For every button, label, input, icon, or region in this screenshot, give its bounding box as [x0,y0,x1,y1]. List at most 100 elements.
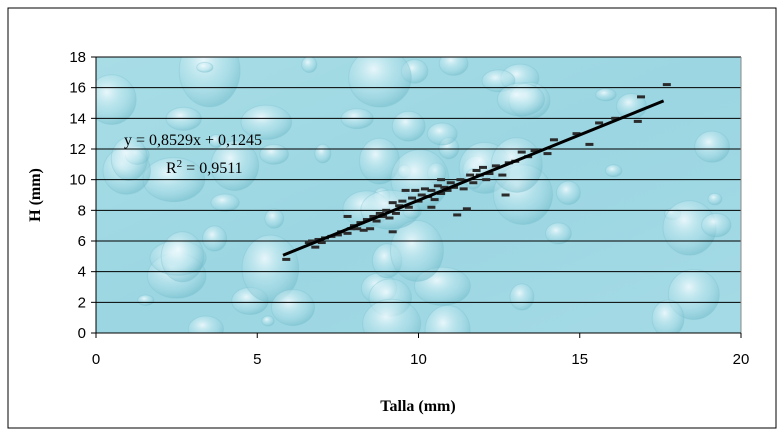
data-point [517,150,526,154]
y-tick-label: 8 [78,202,86,219]
y-tick-label: 10 [69,172,86,189]
data-point [385,216,394,220]
water-drop [694,130,730,163]
trendline [282,99,665,257]
water-drop [314,143,332,164]
data-point [420,187,429,191]
water-drop [481,69,516,93]
y-tick-label: 2 [78,294,86,311]
data-point [343,231,352,235]
water-drop [160,231,205,283]
water-drop [391,110,426,142]
x-tick-label: 0 [92,351,100,368]
data-point [359,228,368,232]
data-point [369,214,378,218]
water-drop [202,225,228,252]
y-axis-title: H (mm) [27,168,44,222]
water-drop [667,268,720,320]
data-point [595,121,604,125]
data-point [411,188,420,192]
data-point [491,164,500,168]
water-drop [438,57,469,76]
data-point [427,188,436,192]
data-point [585,142,594,146]
water-drop [178,57,241,108]
water-drop [210,140,260,191]
water-drop [390,220,444,282]
x-tick-label: 15 [571,351,588,368]
data-point [408,196,417,200]
data-point [498,173,507,177]
water-drop [509,283,535,311]
data-point [427,205,436,209]
water-drop [496,82,546,117]
data-point [501,193,510,197]
x-axis-title: Talla (mm) [380,398,455,415]
data-point [469,181,478,185]
data-point [549,138,558,142]
data-point [472,168,481,172]
data-point [543,152,552,156]
water-drop [490,137,543,193]
data-point [401,188,410,192]
y-tick-label: 18 [69,49,86,66]
data-point [482,178,491,182]
data-point [437,178,446,182]
data-point [379,214,388,218]
data-point [466,173,475,177]
data-point [395,204,404,208]
water-drop [259,143,289,165]
water-drop [301,57,318,74]
water-drop [240,104,293,141]
data-point [459,187,468,191]
water-drop [208,133,224,148]
x-tick-label: 5 [253,351,261,368]
horizontal-gridlines [96,56,742,333]
data-point [382,208,391,212]
data-point [637,95,646,99]
water-drop [270,288,316,327]
data-point [404,205,413,209]
data-point [479,165,487,169]
water-drop [555,180,581,206]
y-axis-ticks: 0 2 4 6 8 10 12 14 16 18 [69,49,96,342]
water-drop [424,305,471,333]
water-drop [362,298,422,333]
trendline-r-squared: R2 = 0,9511 [166,158,243,177]
water-drop [604,164,623,178]
water-drop [137,294,155,306]
data-point [388,230,397,234]
data-point [611,116,620,120]
water-drop [701,212,732,238]
x-tick-label: 20 [733,351,750,368]
data-point [453,213,462,217]
water-drop [110,136,149,182]
data-point [456,178,465,182]
data-point [353,227,362,231]
data-point [311,245,320,249]
data-point [433,184,442,188]
data-point [437,191,446,195]
data-point [391,211,400,215]
y-tick-label: 0 [78,325,86,342]
data-point [417,193,426,197]
data-point [366,227,375,231]
data-point [398,199,407,203]
data-point [308,239,317,243]
water-drop [616,93,647,120]
data-point [333,233,342,237]
y-tick-label: 16 [69,80,86,97]
data-point [662,83,671,87]
data-point [362,218,371,222]
data-point [343,214,352,218]
trendline-equation: y = 0,8529x + 0,1245 [124,132,262,149]
x-axis-ticks: 0 5 10 15 20 [92,333,750,368]
y-tick-label: 14 [69,110,86,127]
plot-area [96,57,741,333]
data-point [443,188,452,192]
y-tick-label: 12 [69,141,86,158]
water-drop [187,315,224,333]
water-drop [210,193,240,212]
y-tick-label: 4 [78,264,86,281]
water-drop [196,61,214,73]
